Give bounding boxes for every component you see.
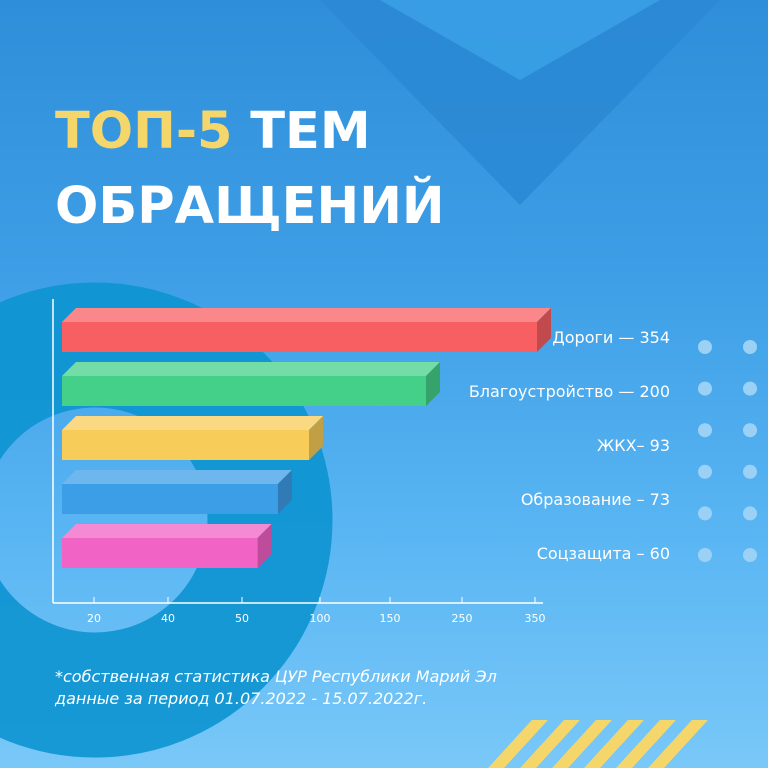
decor-dot [698,423,712,438]
x-tick-label: 20 [87,612,101,625]
decor-dot [698,548,712,562]
bar-side-face [537,308,551,352]
bar-5 [62,524,272,568]
bar-label: Образование – 73 [521,490,670,509]
decor-dot [743,381,757,396]
decor-dot [698,506,712,521]
decor-dot [743,340,757,354]
bar-front-face [62,484,278,514]
x-tick-label: 350 [525,612,546,625]
bar-front-face [62,322,537,352]
bar-front-face [62,430,310,460]
page-title: ТОП-5 ТЕМ [55,102,371,162]
bar-top-face [62,470,292,484]
bar-top-face [62,308,551,322]
bar-side-face [309,416,324,460]
bar-4 [62,470,292,514]
bar-3 [62,416,324,460]
x-tick-label: 100 [310,612,331,625]
top-chevron-inner [380,0,660,80]
title-accent: ТОП-5 [55,102,233,161]
bar-label: Соцзащита – 60 [537,544,670,563]
bar-side-face [257,524,272,568]
x-tick-label: 150 [380,612,401,625]
top-chevron-shape [320,0,720,205]
bar-2 [62,362,440,406]
decor-dot [743,423,757,438]
decor-dot [743,464,757,479]
decor-dot [698,340,712,354]
bar-top-face [62,362,440,376]
decor-dot [698,464,712,479]
stripe-pattern [488,720,708,768]
bar-label: Благоустройство — 200 [469,382,670,401]
bar-label: Дороги — 354 [552,328,670,347]
bar-front-face [62,538,258,568]
x-tick-label: 50 [235,612,249,625]
decor-dot [743,506,757,521]
title-rest: ТЕМ [232,102,371,161]
bar-side-face [426,362,440,406]
decor-dot [743,548,757,562]
bar-1 [62,308,551,352]
bar-side-face [277,470,292,514]
bar-top-face [62,416,324,430]
bar-top-face [62,524,272,538]
dot-grid-decoration [698,340,757,562]
page-title-line-2: ОБРАЩЕНИЙ [55,177,445,236]
decor-dot [698,381,712,396]
footnote-line-1: *собственная статистика ЦУР Республики М… [55,667,497,686]
bar-label: ЖКХ– 93 [597,436,670,455]
footnote-line-2: данные за период 01.07.2022 - 15.07.2022… [55,689,428,708]
bar-front-face [62,376,426,406]
x-tick-label: 250 [452,612,473,625]
x-tick-label: 40 [161,612,175,625]
footnote: *собственная статистика ЦУР Республики М… [55,666,595,710]
